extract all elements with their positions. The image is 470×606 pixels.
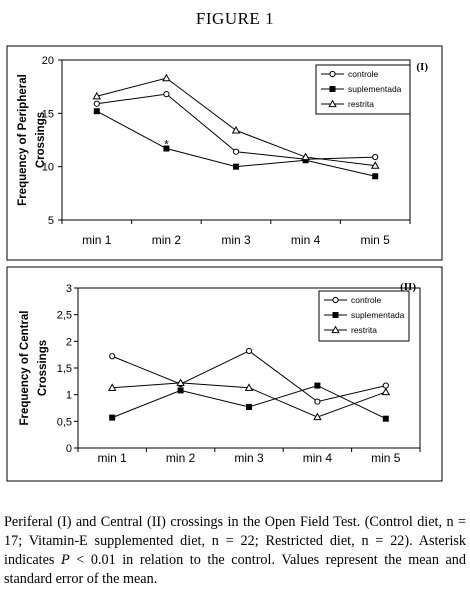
y-axis-title-line: Frequency of Central (19, 310, 31, 425)
data-point-suplementada (246, 403, 252, 410)
figure-caption: Periferal (I) and Central (II) crossings… (4, 513, 466, 589)
data-point-controle (163, 91, 170, 98)
data-point-suplementada (109, 414, 116, 421)
y-tick-label: 15 (42, 108, 54, 120)
data-point-suplementada (93, 108, 100, 115)
y-axis-title-line: Crossings (37, 340, 49, 396)
x-tick-label: min 5 (361, 233, 391, 247)
legend-label: restrita (348, 99, 374, 109)
x-tick-label: min 1 (98, 451, 128, 465)
y-axis-title-line: Frequency of Peripheral (17, 74, 29, 206)
panel-label: (I) (416, 61, 428, 73)
data-point-restrita (244, 383, 254, 391)
data-point-suplementada (163, 145, 170, 152)
caption-text-1: Periferal (I) and Central (II) crossings… (4, 514, 466, 568)
data-point-suplementada (177, 387, 184, 394)
y-tick-label: 3 (66, 283, 72, 295)
y-tick-label: 10 (42, 162, 54, 174)
legend-label: controle (351, 295, 382, 305)
series-line-controle (112, 350, 386, 403)
x-tick-label: min 1 (82, 233, 112, 247)
legend-label: controle (348, 69, 379, 79)
y-tick-label: 2 (66, 336, 72, 348)
data-point-controle (109, 353, 116, 360)
y-tick-label: 5 (48, 215, 54, 227)
panel-2-frame (6, 266, 443, 482)
legend-marker-controle (332, 296, 339, 304)
y-tick-label: 20 (42, 55, 54, 67)
x-tick-label: min 2 (152, 233, 182, 247)
data-point-suplementada (382, 415, 389, 422)
data-point-controle (245, 347, 253, 355)
data-point-restrita (301, 152, 310, 161)
x-tick-label: min 3 (221, 233, 251, 247)
legend-label: restrita (351, 325, 377, 335)
data-point-suplementada (233, 163, 239, 170)
data-point-controle (382, 382, 389, 389)
y-tick-label: 0,5 (57, 416, 72, 428)
data-point-restrita (313, 412, 322, 421)
data-point-restrita (381, 387, 391, 396)
legend-marker-controle (329, 70, 336, 78)
caption-p-symbol: P (61, 552, 70, 568)
x-tick-label: min 4 (303, 451, 333, 465)
data-point-suplementada (372, 173, 379, 180)
data-point-controle (232, 148, 240, 155)
legend-marker-restrita (331, 325, 340, 334)
x-tick-label: min 3 (234, 451, 264, 465)
legend-marker-restrita (328, 99, 337, 108)
data-point-restrita (92, 91, 102, 100)
caption-text-2: < 0.01 in relation to the control. Value… (4, 552, 466, 587)
panel-label: (II) (400, 281, 416, 293)
data-point-restrita (231, 125, 241, 134)
y-tick-label: 1,5 (57, 363, 72, 375)
data-point-restrita (176, 378, 185, 387)
data-point-restrita (370, 161, 380, 169)
data-point-controle (93, 100, 100, 107)
chart-panel-1: 5 10 15 20 min 1 min 2 min 3 min 4 min 5 Frequenc… (17, 55, 428, 247)
legend-marker-suplementada (332, 312, 339, 318)
data-point-controle (314, 398, 321, 405)
legend-label: suplementada (351, 310, 405, 320)
x-tick-label: min 2 (166, 451, 196, 465)
figure-title: FIGURE 1 (195, 9, 275, 28)
legend-label: suplementada (348, 84, 402, 94)
panel-1-frame (6, 45, 443, 261)
data-point-suplementada (302, 157, 309, 164)
y-tick-label: 2,5 (57, 310, 72, 322)
x-tick-label: min 4 (291, 233, 321, 247)
y-tick-label: 0 (66, 443, 72, 455)
chart-panel-2: 0 0,5 1 1,5 2 2,5 3 min 1 min 2 min 3 min 4 min 5 Fr… (19, 281, 421, 465)
asterisk-annotation: * (164, 137, 169, 151)
data-point-restrita (162, 73, 171, 82)
data-point-suplementada (314, 382, 321, 389)
y-tick-label: 1 (66, 390, 72, 402)
y-axis-title-line: Crossings (35, 112, 47, 168)
x-tick-label: min 5 (371, 451, 401, 465)
legend-marker-suplementada (329, 86, 336, 92)
data-point-restrita (107, 383, 117, 391)
plot-area (61, 59, 411, 221)
data-point-controle (372, 153, 379, 161)
